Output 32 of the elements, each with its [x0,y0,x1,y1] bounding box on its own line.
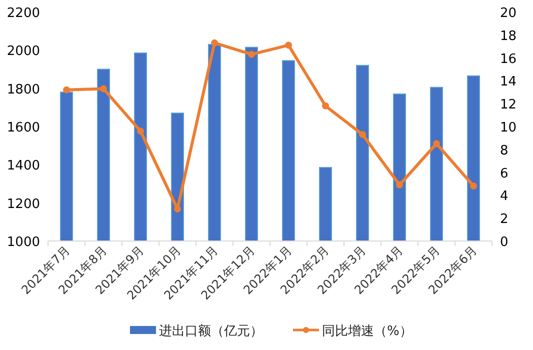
y2-tick-label: 16 [500,52,517,67]
point [174,205,181,212]
y2-tick-label: 18 [500,28,517,44]
y2-tick-label: 4 [500,189,508,204]
y2-tick-label: 2 [500,212,508,228]
y2-tick-label: 8 [500,143,508,158]
y-tick-label: 1000 [6,235,40,250]
y-tick-label: 1200 [6,196,40,212]
point [396,181,403,188]
y-tick-label: 1800 [6,82,40,98]
legend-label: 进出口额（亿元） [159,324,263,339]
y2-tick-label: 12 [500,98,517,113]
y2-tick-label: 10 [500,120,517,136]
y2-tick-label: 6 [500,166,508,182]
point [470,182,477,190]
point [137,128,144,135]
point [322,102,329,110]
point [63,86,70,94]
y-tick-label: 2000 [6,44,40,60]
y-tick-label: 1400 [6,158,40,174]
y2-tick-label: 14 [500,74,517,90]
point [359,131,366,138]
point [211,39,218,46]
y-tick-label: 2200 [6,6,40,21]
point [100,85,107,92]
point [285,42,292,49]
legend-label: 同比增速（%） [322,324,412,339]
y2-tick-label: 0 [500,235,508,250]
y2-tick-label: 20 [500,6,517,21]
point [433,140,440,148]
y-tick-label: 1600 [6,120,40,136]
point [248,50,255,58]
